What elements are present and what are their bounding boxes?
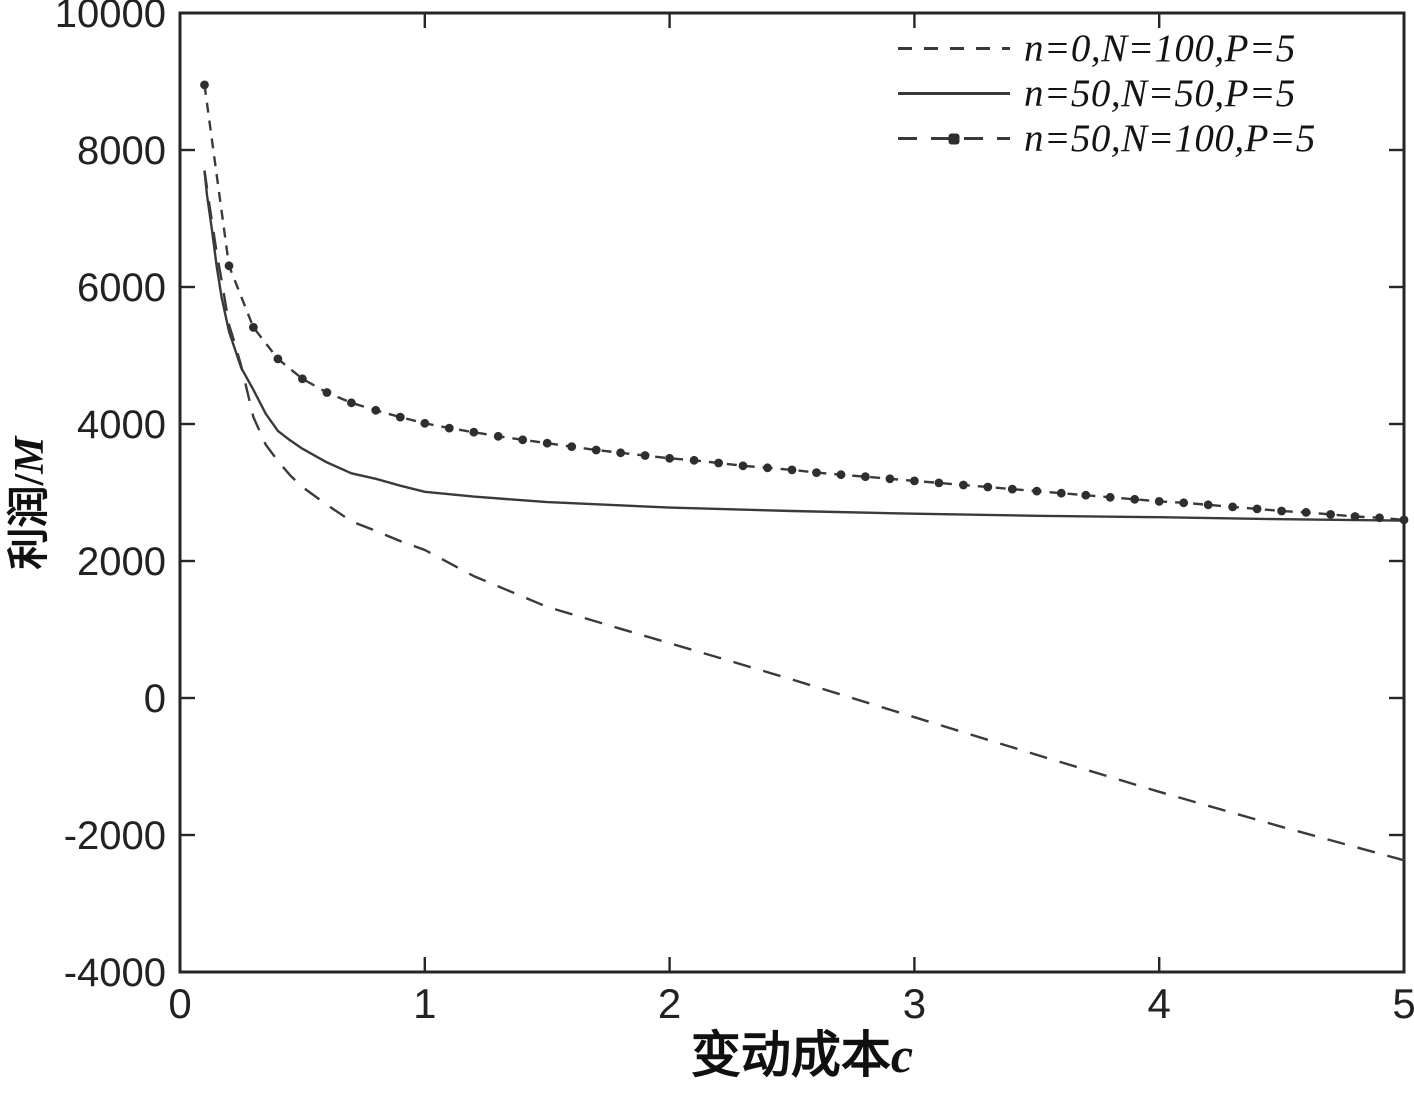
- series-3-marker-dot: [420, 418, 430, 428]
- series-3-marker-dot: [1399, 515, 1409, 525]
- series-3-marker-dot: [371, 405, 381, 415]
- series-3-marker-dot: [1252, 504, 1262, 514]
- series-3-marker-dot: [469, 427, 479, 437]
- x-axis-label: 变动成本c: [691, 1028, 913, 1083]
- series-3-marker-dot: [1081, 490, 1091, 500]
- series-3-marker-dot: [273, 354, 283, 364]
- legend-dashed-line-icon: [898, 47, 1010, 50]
- series-3-marker-dot: [665, 453, 674, 463]
- y-tick-label: 2000: [77, 540, 166, 584]
- x-tick-label: 0: [168, 980, 191, 1027]
- series-3-marker-dot: [763, 463, 772, 473]
- series-3-marker-dot: [1350, 512, 1360, 521]
- series-3-marker-dot: [200, 80, 209, 90]
- series-3-marker-dot: [738, 461, 748, 471]
- series-3-marker-dot: [836, 470, 846, 480]
- legend-item-2: n=50,N=50,P=5: [898, 71, 1316, 116]
- series-3-marker-dot: [959, 480, 968, 490]
- series-3-marker-dot: [591, 445, 601, 455]
- series-3-marker-dot: [249, 323, 258, 332]
- series-3-marker-dot: [1007, 484, 1017, 494]
- series-3-marker-dot: [395, 412, 405, 422]
- legend-solid-line-icon: [898, 92, 1010, 95]
- series-3-marker-dot: [910, 476, 919, 486]
- legend: n=0,N=100,P=5 n=50,N=50,P=5 n=50,N=100,P…: [898, 26, 1316, 161]
- y-tick-label: -4000: [64, 951, 166, 995]
- series-3-marker-dot: [224, 261, 234, 271]
- series-line-2: [203, 170, 1405, 522]
- series-3-marker-dot: [567, 442, 577, 451]
- legend-dash-dot-line-icon: [898, 133, 1010, 144]
- series-3-marker-dot: [493, 431, 503, 441]
- legend-item-3: n=50,N=100,P=5: [898, 116, 1316, 161]
- series-3-marker-dot: [885, 474, 895, 484]
- series-3-marker-dot: [1179, 498, 1189, 508]
- series-3-marker-dot: [616, 448, 625, 458]
- series-3-marker-dot: [444, 423, 454, 433]
- series-3-marker-dot: [542, 438, 552, 448]
- series-3-marker-dot: [1277, 506, 1286, 516]
- x-tick-label: 1: [413, 980, 436, 1027]
- x-tick-label: 5: [1392, 980, 1414, 1027]
- series-3-marker-dot: [983, 482, 993, 492]
- series-3-marker-dot: [1056, 488, 1066, 498]
- series-3-marker-dot: [787, 465, 797, 475]
- series-3-marker-dot: [298, 374, 307, 384]
- series-3-marker-dot: [812, 468, 821, 477]
- x-axis-label-text: 变动成本: [690, 1027, 891, 1083]
- y-axis-label: 利润/M: [7, 436, 53, 570]
- y-tick-label: 6000: [77, 266, 166, 310]
- series-3-marker-dot: [1301, 508, 1311, 517]
- legend-marker-dot-icon: [948, 133, 960, 144]
- legend-label-2: n=50,N=50,P=5: [1024, 72, 1296, 115]
- x-tick-label: 3: [903, 980, 926, 1027]
- legend-label-3: n=50,N=100,P=5: [1024, 117, 1316, 160]
- y-tick-label: 8000: [77, 129, 166, 173]
- y-axis-label-variable: M: [7, 436, 53, 474]
- y-tick-label: 10000: [55, 0, 166, 36]
- legend-label-1: n=0,N=100,P=5: [1024, 27, 1296, 70]
- x-tick-label: 4: [1148, 980, 1171, 1027]
- series-3-marker-dot: [861, 472, 870, 482]
- series-3-marker-dot: [322, 388, 332, 397]
- series-3-marker-dot: [1105, 492, 1115, 502]
- series-3-marker-dot: [689, 455, 699, 465]
- series-3-marker-dot: [347, 398, 356, 408]
- series-line-1: [203, 170, 1405, 862]
- series-3-marker-dot: [1032, 486, 1042, 496]
- series-line-3: [203, 84, 1405, 522]
- y-tick-label: -2000: [64, 814, 166, 858]
- series-3-marker-dot: [518, 435, 528, 445]
- axes-box: [178, 11, 1406, 974]
- legend-item-1: n=0,N=100,P=5: [898, 26, 1316, 71]
- series-3-marker-dot: [1326, 510, 1335, 519]
- series-3-marker-dot: [1130, 494, 1140, 504]
- series-3-marker-dot: [934, 478, 944, 488]
- series-3-marker-dot: [1375, 513, 1384, 523]
- series-3-marker-dot: [640, 451, 650, 460]
- y-tick-label: 0: [144, 677, 166, 721]
- series-3-marker-dot: [1154, 497, 1164, 506]
- x-axis-label-variable: c: [890, 1027, 914, 1083]
- series-3-marker-dot: [1203, 500, 1213, 510]
- y-axis-label-text: 利润/: [7, 473, 53, 570]
- series-3-marker-dot: [1228, 502, 1237, 512]
- series-3-marker-dot: [714, 458, 723, 468]
- x-tick-label: 2: [658, 980, 681, 1027]
- y-tick-label: 4000: [77, 403, 166, 447]
